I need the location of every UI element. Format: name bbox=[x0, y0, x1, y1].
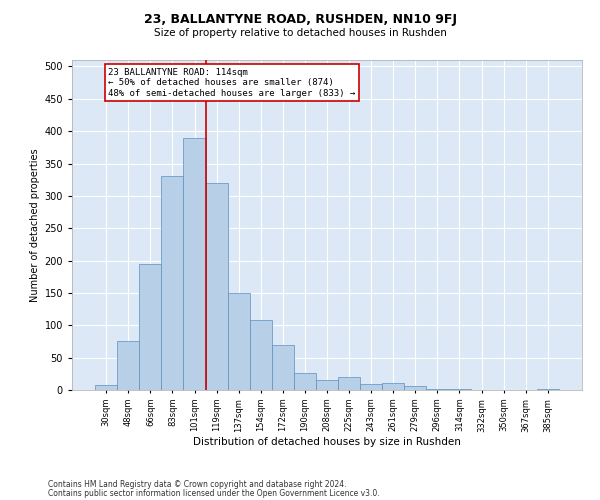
Text: Size of property relative to detached houses in Rushden: Size of property relative to detached ho… bbox=[154, 28, 446, 38]
Bar bbox=[250, 320, 272, 390]
Bar bbox=[360, 384, 382, 390]
Text: Contains public sector information licensed under the Open Government Licence v3: Contains public sector information licen… bbox=[48, 489, 380, 498]
Text: Contains HM Land Registry data © Crown copyright and database right 2024.: Contains HM Land Registry data © Crown c… bbox=[48, 480, 347, 489]
Bar bbox=[338, 377, 360, 390]
Bar bbox=[139, 264, 161, 390]
Bar bbox=[427, 388, 448, 390]
Y-axis label: Number of detached properties: Number of detached properties bbox=[30, 148, 40, 302]
Bar bbox=[227, 293, 250, 390]
Text: 23 BALLANTYNE ROAD: 114sqm
← 50% of detached houses are smaller (874)
48% of sem: 23 BALLANTYNE ROAD: 114sqm ← 50% of deta… bbox=[109, 68, 356, 98]
Bar bbox=[117, 342, 139, 390]
Bar bbox=[272, 344, 294, 390]
Bar bbox=[184, 138, 206, 390]
Bar bbox=[206, 183, 227, 390]
Bar bbox=[404, 386, 427, 390]
Bar bbox=[316, 380, 338, 390]
Bar bbox=[161, 176, 184, 390]
X-axis label: Distribution of detached houses by size in Rushden: Distribution of detached houses by size … bbox=[193, 437, 461, 447]
Bar bbox=[294, 372, 316, 390]
Text: 23, BALLANTYNE ROAD, RUSHDEN, NN10 9FJ: 23, BALLANTYNE ROAD, RUSHDEN, NN10 9FJ bbox=[143, 12, 457, 26]
Bar bbox=[95, 386, 117, 390]
Bar bbox=[382, 383, 404, 390]
